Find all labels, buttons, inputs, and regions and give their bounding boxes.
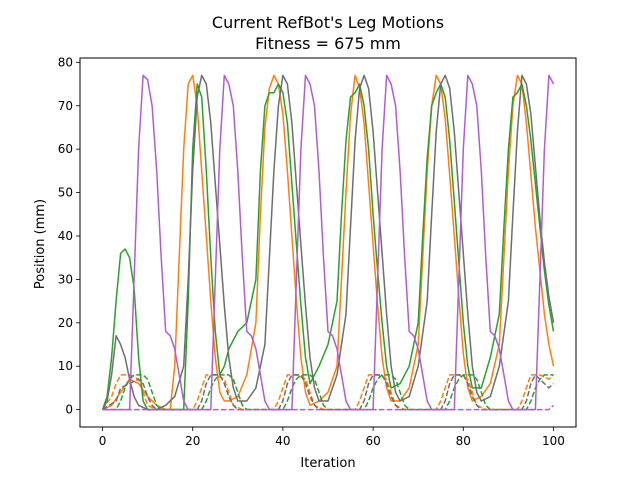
- plot-frame: [79, 57, 577, 428]
- y-axis-label: Position (mm): [33, 199, 48, 289]
- series-line-1: [102, 74, 555, 411]
- y-tick-label: 80: [58, 55, 73, 69]
- y-tick-label: 60: [58, 142, 73, 156]
- x-axis-label: Iteration: [300, 456, 355, 471]
- x-tick-label: 80: [456, 434, 471, 448]
- x-tick-label: 60: [365, 434, 380, 448]
- y-tick-label: 0: [65, 403, 73, 417]
- y-tick-label: 20: [58, 316, 73, 330]
- y-tick-label: 30: [58, 272, 73, 286]
- y-tick-label: 10: [58, 359, 73, 373]
- series-line-7: [102, 74, 555, 411]
- y-tick-label: 40: [58, 229, 73, 243]
- x-tick-label: 0: [99, 434, 107, 448]
- series-group: [101, 74, 555, 411]
- series-line-8: [102, 404, 555, 411]
- x-tick-label: 40: [275, 434, 290, 448]
- chart-title: Current RefBot's Leg Motions: [212, 13, 444, 32]
- x-axis: 0 20 40 60 80 100: [99, 427, 565, 448]
- series-line-5: [101, 74, 555, 411]
- x-tick-label: 100: [542, 434, 565, 448]
- chart-subtitle: Fitness = 675 mm: [255, 34, 401, 53]
- y-axis: 0 10 20 30 40 50 60 70 80: [58, 55, 80, 417]
- series-line-4: [102, 374, 554, 411]
- y-tick-label: 70: [58, 99, 73, 113]
- y-tick-label: 50: [58, 186, 73, 200]
- x-tick-label: 20: [185, 434, 200, 448]
- series-line-3: [101, 83, 555, 411]
